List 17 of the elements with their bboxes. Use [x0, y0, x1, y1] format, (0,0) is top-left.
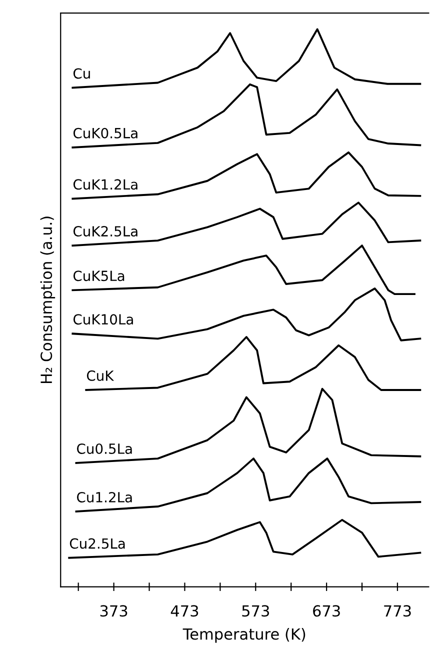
x-tick-label: 773: [384, 605, 411, 617]
series-label: CuK1.2La: [73, 179, 138, 190]
x-tick-label: 573: [242, 605, 269, 617]
series-label: CuK10La: [73, 314, 133, 325]
x-axis-title: Temperature (K): [182, 628, 306, 643]
series-label: Cu2.5La: [70, 538, 125, 549]
x-tick-label: 473: [170, 605, 198, 617]
series-label: Cu: [73, 68, 90, 79]
x-tick-label: 373: [100, 605, 128, 617]
y-axis-title: H₂ Consumption (a.u.): [40, 216, 56, 384]
series-label: CuK2.5La: [73, 226, 138, 237]
series-label: Cu0.5La: [77, 443, 132, 454]
series-label: CuK0.5La: [73, 128, 138, 138]
series-label: Cu1.2La: [77, 492, 132, 502]
series-label: CuK: [86, 370, 114, 381]
series-label: CuK5La: [73, 270, 124, 282]
x-tick-label: 673: [313, 605, 340, 617]
